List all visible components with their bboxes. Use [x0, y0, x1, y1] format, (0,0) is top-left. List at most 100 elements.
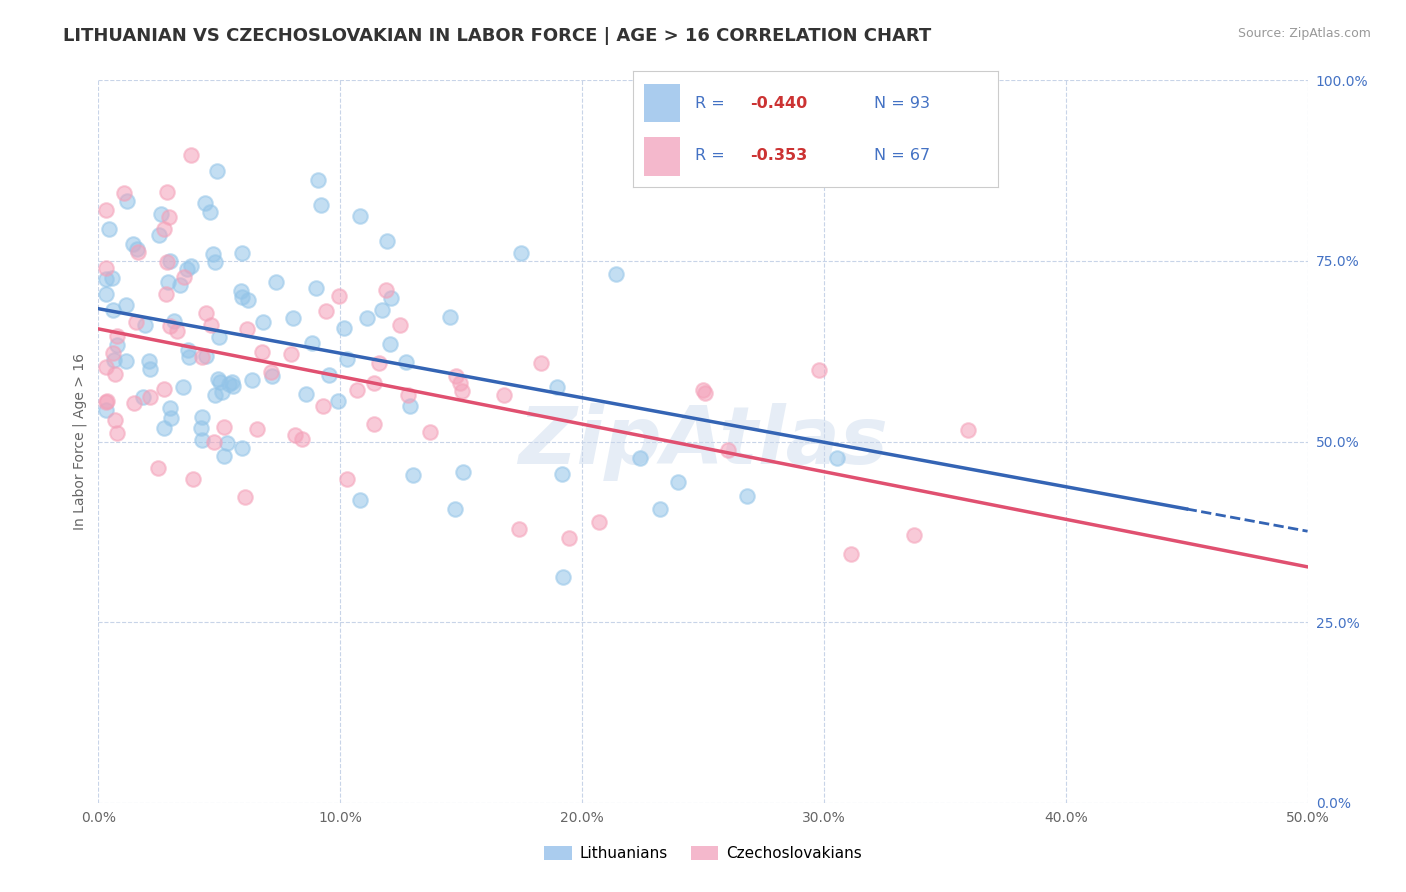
Point [163, 314, 186, 328]
Point [149, 207, 172, 221]
Point [177, 350, 200, 364]
Point [349, 493, 371, 508]
Point [307, 173, 329, 187]
Text: Source: ZipAtlas.com: Source: ZipAtlas.com [1237, 27, 1371, 40]
Point [693, 385, 716, 400]
Point [231, 441, 253, 455]
Point [402, 468, 425, 483]
Text: ZipAtlas: ZipAtlas [517, 402, 889, 481]
Point [127, 245, 149, 260]
Point [628, 451, 651, 466]
Point [160, 410, 183, 425]
Point [326, 394, 349, 409]
Point [648, 502, 671, 516]
Point [138, 354, 160, 368]
Point [231, 284, 253, 298]
Point [356, 310, 378, 325]
Point [363, 417, 385, 432]
Point [202, 247, 225, 261]
Point [236, 293, 259, 308]
Text: LITHUANIAN VS CZECHOSLOVAKIAN IN LABOR FORCE | AGE > 16 CORRELATION CHART: LITHUANIAN VS CZECHOSLOVAKIAN IN LABOR F… [63, 27, 932, 45]
Point [139, 361, 162, 376]
Point [451, 384, 474, 399]
Point [280, 347, 302, 361]
Bar [644, 84, 681, 122]
Point [159, 319, 181, 334]
Point [104, 413, 127, 427]
Point [305, 280, 328, 294]
Point [717, 443, 740, 458]
Point [100, 271, 122, 285]
Point [315, 304, 337, 318]
Point [312, 400, 335, 414]
Point [333, 321, 356, 335]
Point [114, 354, 136, 368]
Point [153, 421, 176, 435]
Point [96, 261, 118, 276]
Point [250, 345, 273, 359]
Point [957, 423, 980, 437]
Point [349, 209, 371, 223]
Point [396, 388, 419, 402]
Point [259, 365, 281, 379]
Point [692, 383, 714, 397]
Point [217, 435, 239, 450]
Point [262, 369, 284, 384]
Point [190, 351, 212, 365]
Point [138, 390, 160, 404]
Point [159, 254, 181, 268]
Point [218, 377, 240, 392]
Point [328, 289, 350, 303]
Point [156, 255, 179, 269]
Point [375, 234, 398, 248]
Point [291, 433, 314, 447]
Point [558, 531, 581, 545]
Point [134, 318, 156, 332]
Point [546, 380, 568, 394]
Point [735, 488, 758, 502]
Point [200, 318, 222, 332]
Legend: Lithuanians, Czechoslovakians: Lithuanians, Czechoslovakians [538, 840, 868, 867]
Point [449, 376, 471, 390]
Point [155, 185, 177, 199]
Point [419, 425, 441, 439]
Point [181, 472, 204, 486]
Point [807, 362, 830, 376]
Point [388, 318, 411, 332]
Point [159, 401, 181, 416]
Point [94, 360, 117, 375]
Point [212, 419, 235, 434]
Point [336, 352, 359, 367]
Point [156, 276, 179, 290]
Point [194, 196, 217, 211]
Point [101, 302, 124, 317]
Point [211, 385, 233, 400]
Point [194, 349, 217, 363]
Point [370, 302, 392, 317]
Point [509, 246, 531, 260]
Text: R =: R = [695, 95, 730, 111]
Point [301, 335, 323, 350]
Point [235, 322, 257, 336]
Point [264, 275, 287, 289]
Point [125, 314, 148, 328]
Point [346, 383, 368, 397]
Point [207, 164, 229, 178]
Point [132, 391, 155, 405]
Point [551, 467, 574, 482]
Point [841, 547, 863, 561]
Point [190, 420, 212, 434]
Point [194, 306, 217, 320]
Text: -0.353: -0.353 [749, 148, 807, 163]
Point [335, 472, 357, 486]
Point [378, 337, 401, 351]
Point [94, 286, 117, 301]
Point [208, 330, 231, 344]
Point [148, 228, 170, 243]
Point [125, 242, 148, 256]
Point [173, 270, 195, 285]
Point [222, 379, 245, 393]
Point [446, 369, 468, 384]
Point [153, 222, 176, 236]
Point [231, 246, 253, 260]
